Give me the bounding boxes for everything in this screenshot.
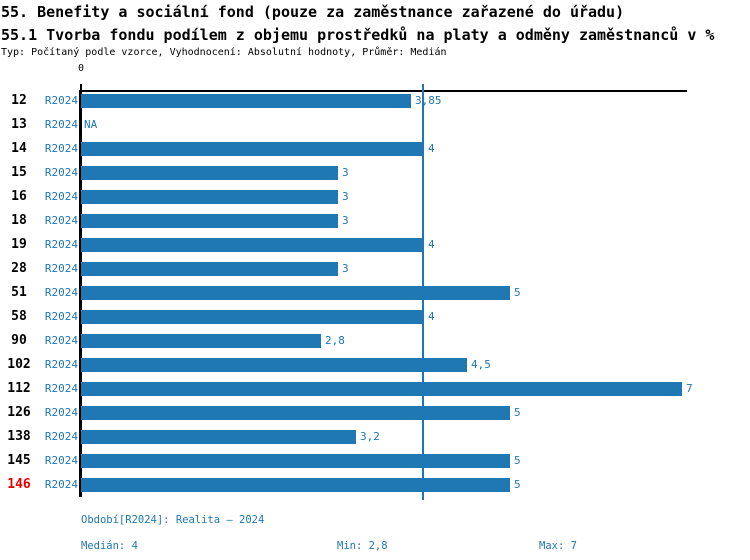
chart-row: 12 R2024 3,85 [0, 89, 750, 113]
row-period-label: R2024 [44, 454, 78, 467]
chart-row: 28 R2024 3 [0, 257, 750, 281]
row-period-label: R2024 [44, 382, 78, 395]
value-bar [81, 430, 356, 444]
row-period-label: R2024 [44, 262, 78, 275]
value-label: 5 [514, 454, 521, 467]
chart-row: 13 R2024 NA [0, 113, 750, 137]
row-category-label: 138 [7, 429, 31, 444]
chart-row: 90 R2024 2,8 [0, 329, 750, 353]
value-label: 3,2 [360, 430, 380, 443]
value-label: 3,85 [415, 94, 442, 107]
chart-row: 14 R2024 4 [0, 137, 750, 161]
value-label: 3 [342, 190, 349, 203]
y-axis-line [79, 90, 82, 497]
value-label: 3 [342, 214, 349, 227]
value-label: 3 [342, 166, 349, 179]
chart-row: 145 R2024 5 [0, 449, 750, 473]
chart-row: 146 R2024 5 [0, 473, 750, 497]
footer-median: Medián: 4 [81, 540, 138, 552]
value-bar [81, 478, 510, 492]
value-label: 4 [428, 238, 435, 251]
chart-row: 18 R2024 3 [0, 209, 750, 233]
row-period-label: R2024 [44, 406, 78, 419]
row-category-label: 13 [11, 117, 27, 132]
row-category-label: 14 [11, 141, 27, 156]
row-period-label: R2024 [44, 430, 78, 443]
row-period-label: R2024 [44, 118, 78, 131]
value-bar [81, 382, 682, 396]
row-category-label: 28 [11, 261, 27, 276]
x-axis-tick-mark [80, 84, 82, 90]
row-period-label: R2024 [44, 310, 78, 323]
row-category-label: 90 [11, 333, 27, 348]
row-category-label: 112 [7, 381, 31, 396]
value-bar [81, 214, 338, 228]
chart-row: 138 R2024 3,2 [0, 425, 750, 449]
chart-row: 19 R2024 4 [0, 233, 750, 257]
value-label: 7 [686, 382, 693, 395]
chart-row: 16 R2024 3 [0, 185, 750, 209]
row-category-label: 18 [11, 213, 27, 228]
footer-max: Max: 7 [539, 540, 577, 552]
row-category-label: 58 [11, 309, 27, 324]
value-bar [81, 166, 338, 180]
row-category-label: 126 [7, 405, 31, 420]
row-period-label: R2024 [44, 478, 78, 491]
row-category-label: 145 [7, 453, 31, 468]
value-label: 5 [514, 478, 521, 491]
row-period-label: R2024 [44, 286, 78, 299]
row-period-label: R2024 [44, 334, 78, 347]
row-category-label: 19 [11, 237, 27, 252]
chart-row: 102 R2024 4,5 [0, 353, 750, 377]
value-bar [81, 286, 510, 300]
value-bar [81, 334, 321, 348]
row-category-label: 15 [11, 165, 27, 180]
chart-row: 58 R2024 4 [0, 305, 750, 329]
x-axis-line [81, 90, 687, 92]
row-category-label: 51 [11, 285, 27, 300]
value-bar [81, 358, 467, 372]
value-bar [81, 262, 338, 276]
value-bar [81, 238, 424, 252]
row-category-label: 146 [7, 477, 31, 492]
value-label: 2,8 [325, 334, 345, 347]
chart-row: 15 R2024 3 [0, 161, 750, 185]
chart-row: 112 R2024 7 [0, 377, 750, 401]
value-bar [81, 406, 510, 420]
row-period-label: R2024 [44, 166, 78, 179]
chart-meta-info: Typ: Počítaný podle vzorce, Vyhodnocení:… [1, 47, 447, 58]
row-category-label: 102 [7, 357, 31, 372]
footer-period-info: Období[R2024]: Realita – 2024 [81, 514, 265, 526]
chart-row: 51 R2024 5 [0, 281, 750, 305]
value-label: 5 [514, 406, 521, 419]
value-bar [81, 310, 424, 324]
row-period-label: R2024 [44, 142, 78, 155]
value-label: 4 [428, 310, 435, 323]
row-category-label: 16 [11, 189, 27, 204]
chart-subtitle: 55.1 Tvorba fondu podílem z objemu prost… [1, 26, 715, 44]
row-period-label: R2024 [44, 94, 78, 107]
row-period-label: R2024 [44, 238, 78, 251]
chart-title: 55. Benefity a sociální fond (pouze za z… [1, 3, 625, 21]
value-label: NA [84, 118, 98, 131]
footer-min: Min: 2,8 [337, 540, 388, 552]
chart-row: 126 R2024 5 [0, 401, 750, 425]
value-label: 5 [514, 286, 521, 299]
value-bar [81, 142, 424, 156]
value-bar [81, 190, 338, 204]
row-period-label: R2024 [44, 190, 78, 203]
row-category-label: 12 [11, 93, 27, 108]
value-bar [81, 454, 510, 468]
value-label: 3 [342, 262, 349, 275]
value-bar [81, 94, 411, 108]
x-axis-tick-label: 0 [77, 63, 85, 74]
value-label: 4,5 [471, 358, 491, 371]
row-period-label: R2024 [44, 214, 78, 227]
value-label: 4 [428, 142, 435, 155]
row-period-label: R2024 [44, 358, 78, 371]
